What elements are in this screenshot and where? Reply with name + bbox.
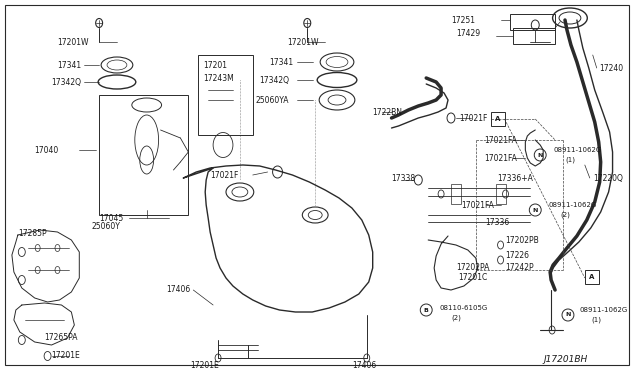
Text: 17429: 17429	[456, 29, 480, 38]
Text: (2): (2)	[560, 212, 570, 218]
Text: 17021FA: 17021FA	[484, 135, 516, 144]
Text: 17336+A: 17336+A	[497, 173, 534, 183]
Text: A: A	[589, 274, 595, 280]
Bar	[198, 55, 253, 135]
Text: (2): (2)	[451, 315, 461, 321]
Text: 17342Q: 17342Q	[260, 76, 290, 84]
Text: 17406: 17406	[166, 285, 191, 295]
Text: N: N	[532, 208, 538, 212]
Text: J17201BH: J17201BH	[543, 356, 588, 365]
Text: 17021FA: 17021FA	[461, 201, 494, 209]
Text: 17045: 17045	[99, 214, 124, 222]
Bar	[99, 95, 188, 215]
Text: 17338: 17338	[392, 173, 415, 183]
Text: 17251: 17251	[451, 16, 475, 25]
Bar	[511, 14, 555, 30]
Text: 25060YA: 25060YA	[256, 96, 289, 105]
Bar	[585, 270, 598, 284]
Text: 17341: 17341	[269, 58, 294, 67]
Text: 17220Q: 17220Q	[593, 173, 623, 183]
Text: 17342Q: 17342Q	[52, 77, 81, 87]
Text: 1722BN: 1722BN	[372, 108, 402, 116]
Text: 17406: 17406	[352, 360, 376, 369]
Text: N: N	[538, 153, 543, 157]
Text: 17341: 17341	[58, 61, 82, 70]
Text: 17265PA: 17265PA	[45, 334, 78, 343]
Bar	[495, 184, 506, 204]
Text: A: A	[495, 116, 500, 122]
Text: 17021F: 17021F	[459, 113, 487, 122]
Text: 17226: 17226	[506, 250, 529, 260]
Text: 17021F: 17021F	[210, 170, 239, 180]
Text: B: B	[424, 308, 429, 312]
Text: 17202PB: 17202PB	[506, 235, 540, 244]
Text: 17201E: 17201E	[52, 352, 80, 360]
Text: N: N	[565, 312, 571, 317]
Text: 17201: 17201	[203, 61, 227, 70]
Text: 17336: 17336	[486, 218, 510, 227]
Text: 08911-1062G: 08911-1062G	[553, 147, 602, 153]
Text: 17040: 17040	[35, 145, 59, 154]
Text: 17243M: 17243M	[203, 74, 234, 83]
Text: 17285P: 17285P	[18, 228, 47, 237]
Text: 17201E: 17201E	[190, 360, 219, 369]
Text: 17201C: 17201C	[458, 273, 487, 282]
Text: 17201W: 17201W	[58, 38, 89, 46]
Bar	[451, 184, 461, 204]
Text: (1): (1)	[565, 157, 575, 163]
Text: 17021FA: 17021FA	[484, 154, 516, 163]
Text: 17202PA: 17202PA	[456, 263, 490, 273]
Text: 25060Y: 25060Y	[91, 221, 120, 231]
Text: 08110-6105G: 08110-6105G	[439, 305, 487, 311]
Text: 17242P: 17242P	[506, 263, 534, 273]
Bar	[513, 28, 555, 44]
Bar	[491, 112, 504, 126]
Text: 17201W: 17201W	[287, 38, 319, 46]
Text: 17240: 17240	[600, 64, 624, 73]
Text: 08911-1062G: 08911-1062G	[548, 202, 596, 208]
Text: (1): (1)	[592, 317, 602, 323]
Text: 08911-1062G: 08911-1062G	[580, 307, 628, 313]
